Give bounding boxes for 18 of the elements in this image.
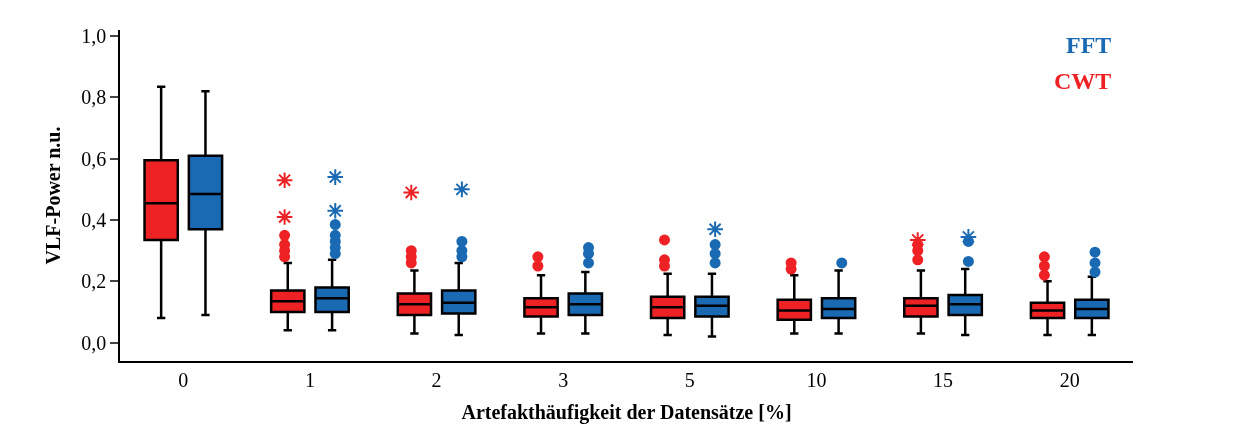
x-tick-label: 2 bbox=[431, 368, 442, 391]
x-tick-label: 1 bbox=[304, 368, 315, 391]
x-axis-title: Artefakthäufigkeit der Datensätze [%] bbox=[461, 400, 792, 424]
x-tick-label: 15 bbox=[933, 368, 954, 391]
x-tick-label: 10 bbox=[806, 368, 827, 391]
text: FFT bbox=[1066, 32, 1112, 58]
x-tick-label: 0 bbox=[178, 368, 189, 391]
y-tick-label: 0,8 bbox=[81, 86, 107, 109]
x-tick-label: 5 bbox=[684, 368, 695, 391]
x-tick-label: 20 bbox=[1059, 368, 1080, 391]
y-tick-label: 0,4 bbox=[81, 209, 107, 232]
y-tick-label: 0,0 bbox=[81, 331, 107, 354]
y-tick-label: 0,2 bbox=[81, 270, 107, 293]
y-tick-label: 0,6 bbox=[81, 147, 107, 170]
x-tick-label: 3 bbox=[558, 368, 569, 391]
y-axis-title: VLF-Power n.u. bbox=[42, 126, 65, 265]
text: CWT bbox=[1054, 68, 1112, 94]
y-tick-label: 1,0 bbox=[81, 25, 107, 48]
